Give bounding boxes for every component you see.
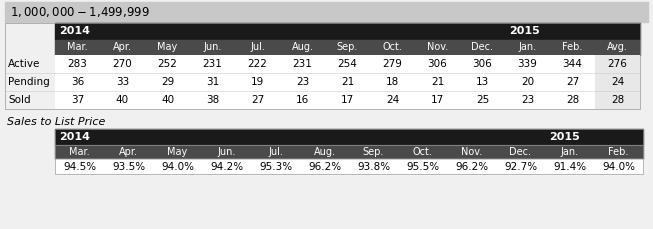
Bar [5, 2, 648, 22]
Text: Nov.: Nov. [427, 43, 448, 52]
Text: 27: 27 [251, 95, 264, 105]
Text: Dec.: Dec. [509, 147, 532, 157]
Text: Active: Active [8, 59, 40, 69]
Text: 27: 27 [566, 77, 579, 87]
Text: 231: 231 [202, 59, 223, 69]
Text: Apr.: Apr. [119, 147, 138, 157]
Text: Feb.: Feb. [562, 43, 582, 52]
Text: 16: 16 [296, 95, 309, 105]
Bar [55, 23, 640, 40]
Text: 283: 283 [67, 59, 88, 69]
Text: 222: 222 [247, 59, 268, 69]
Text: Sales to List Price: Sales to List Price [7, 117, 105, 127]
Bar [55, 129, 643, 174]
Text: 29: 29 [161, 77, 174, 87]
Text: 95.5%: 95.5% [406, 161, 439, 172]
Bar [595, 55, 640, 73]
Text: Avg.: Avg. [607, 43, 628, 52]
Text: 2014: 2014 [59, 132, 90, 142]
Text: 40: 40 [161, 95, 174, 105]
Text: 25: 25 [476, 95, 489, 105]
Text: 2015: 2015 [549, 132, 580, 142]
Text: 93.8%: 93.8% [357, 161, 390, 172]
Text: 96.2%: 96.2% [308, 161, 341, 172]
Text: 93.5%: 93.5% [112, 161, 145, 172]
Text: 94.5%: 94.5% [63, 161, 96, 172]
Text: 94.0%: 94.0% [161, 161, 194, 172]
Text: 2014: 2014 [59, 27, 90, 36]
Text: 37: 37 [71, 95, 84, 105]
Bar [55, 145, 643, 159]
Text: 252: 252 [157, 59, 178, 69]
Bar [5, 23, 640, 109]
Text: 91.4%: 91.4% [553, 161, 586, 172]
Text: 38: 38 [206, 95, 219, 105]
Text: Jun.: Jun. [203, 43, 221, 52]
Text: Aug.: Aug. [291, 43, 313, 52]
Text: 24: 24 [611, 77, 624, 87]
Text: 40: 40 [116, 95, 129, 105]
Text: 95.3%: 95.3% [259, 161, 292, 172]
Text: Apr.: Apr. [113, 43, 132, 52]
Text: 28: 28 [611, 95, 624, 105]
Bar [55, 55, 595, 73]
Text: Sep.: Sep. [363, 147, 384, 157]
Text: Jan.: Jan. [560, 147, 579, 157]
Text: 306: 306 [428, 59, 447, 69]
Text: 20: 20 [521, 77, 534, 87]
Bar [55, 91, 595, 109]
Text: Jul.: Jul. [268, 147, 283, 157]
Bar [55, 40, 640, 55]
Text: $1,000,000 - $1,499,999: $1,000,000 - $1,499,999 [10, 5, 150, 19]
Text: Sep.: Sep. [337, 43, 358, 52]
Text: Jun.: Jun. [217, 147, 236, 157]
Text: 339: 339 [518, 59, 537, 69]
Text: 279: 279 [383, 59, 402, 69]
Text: Pending: Pending [8, 77, 50, 87]
Text: 28: 28 [566, 95, 579, 105]
Text: Sold: Sold [8, 95, 31, 105]
Text: 17: 17 [431, 95, 444, 105]
Text: Oct.: Oct. [383, 43, 402, 52]
Text: 24: 24 [386, 95, 399, 105]
Text: Mar.: Mar. [67, 43, 88, 52]
Text: 94.0%: 94.0% [602, 161, 635, 172]
Text: 21: 21 [341, 77, 354, 87]
Bar [55, 129, 643, 145]
Bar [595, 73, 640, 91]
Text: 19: 19 [251, 77, 264, 87]
Text: Mar.: Mar. [69, 147, 90, 157]
Text: 344: 344 [563, 59, 582, 69]
Text: Feb.: Feb. [609, 147, 629, 157]
Text: 94.2%: 94.2% [210, 161, 243, 172]
Text: 306: 306 [473, 59, 492, 69]
Text: 276: 276 [607, 59, 628, 69]
Text: 23: 23 [296, 77, 309, 87]
Text: 2015: 2015 [509, 27, 540, 36]
Text: 92.7%: 92.7% [504, 161, 537, 172]
Text: 254: 254 [338, 59, 357, 69]
Bar [55, 73, 595, 91]
Text: Nov.: Nov. [461, 147, 482, 157]
Bar [595, 91, 640, 109]
Text: 96.2%: 96.2% [455, 161, 488, 172]
Text: May: May [167, 147, 187, 157]
Text: 21: 21 [431, 77, 444, 87]
Text: 23: 23 [521, 95, 534, 105]
Text: 18: 18 [386, 77, 399, 87]
Text: Oct.: Oct. [413, 147, 432, 157]
Text: 231: 231 [293, 59, 312, 69]
Text: Aug.: Aug. [313, 147, 336, 157]
Text: 270: 270 [112, 59, 133, 69]
Text: 33: 33 [116, 77, 129, 87]
Text: 36: 36 [71, 77, 84, 87]
Text: May: May [157, 43, 178, 52]
Text: 17: 17 [341, 95, 354, 105]
Text: 13: 13 [476, 77, 489, 87]
Text: 31: 31 [206, 77, 219, 87]
Bar [55, 159, 643, 174]
Text: Dec.: Dec. [471, 43, 494, 52]
Text: Jul.: Jul. [250, 43, 265, 52]
Text: Jan.: Jan. [518, 43, 537, 52]
